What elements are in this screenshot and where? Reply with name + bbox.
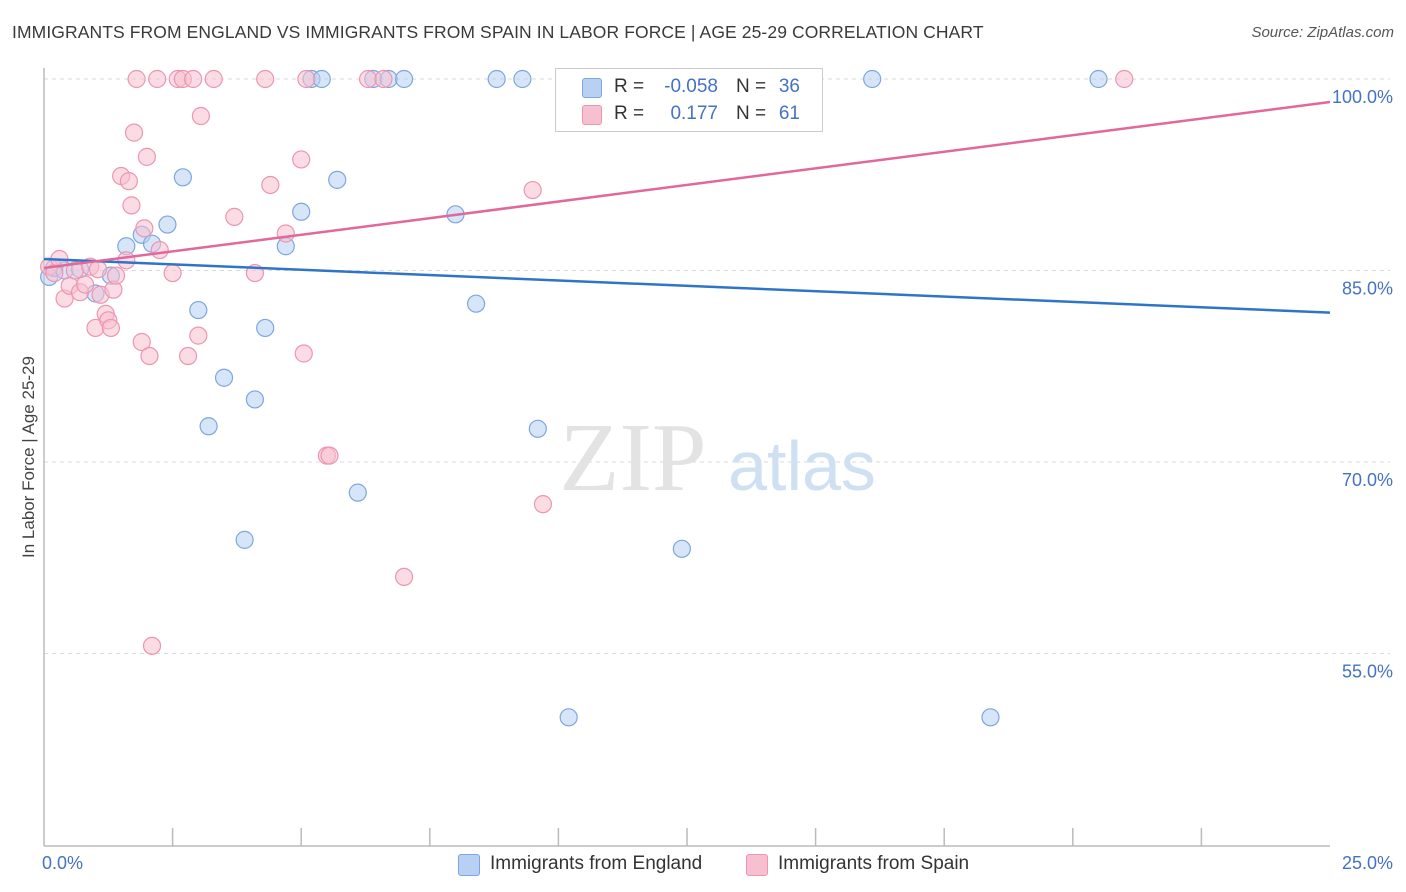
watermark-atlas: atlas bbox=[728, 427, 876, 505]
england-point bbox=[863, 69, 882, 89]
england-point bbox=[559, 708, 578, 727]
england-point bbox=[292, 202, 311, 221]
y-tick-label: 70.0% bbox=[1342, 470, 1393, 490]
spain-point bbox=[163, 263, 182, 283]
y-tick-label: 85.0% bbox=[1342, 279, 1393, 299]
y-tick-label: 55.0% bbox=[1342, 662, 1393, 682]
england-legend-label: Immigrants from England bbox=[490, 853, 703, 874]
england-point bbox=[672, 539, 691, 558]
spain-point bbox=[127, 69, 146, 89]
england-point bbox=[348, 483, 367, 502]
england-point bbox=[1089, 69, 1108, 89]
spain-r-value: 0.177 bbox=[670, 103, 718, 124]
spain-point bbox=[137, 147, 156, 166]
spain-point bbox=[204, 69, 223, 89]
england-point bbox=[235, 530, 254, 549]
spain-point bbox=[101, 318, 120, 338]
spain-point bbox=[292, 150, 311, 169]
spain-point bbox=[184, 69, 203, 89]
spain-point bbox=[148, 69, 167, 89]
series-legend: Immigrants from England Immigrants from … bbox=[0, 852, 1406, 878]
england-n-label: N = bbox=[736, 76, 767, 97]
england-point bbox=[394, 69, 414, 89]
england-r-value: -0.058 bbox=[664, 76, 718, 97]
spain-point bbox=[178, 346, 198, 366]
spain-point bbox=[394, 567, 414, 587]
watermark: ZIP atlas bbox=[560, 404, 876, 512]
spain-legend-label: Immigrants from Spain bbox=[778, 853, 970, 874]
england-n-value: 36 bbox=[778, 76, 800, 97]
spain-point bbox=[1115, 69, 1134, 89]
spain-point bbox=[117, 251, 136, 270]
england-point bbox=[487, 69, 506, 89]
spain-point bbox=[191, 106, 210, 126]
spain-point bbox=[523, 180, 542, 200]
england-point bbox=[214, 368, 234, 387]
spain-r-label: R = bbox=[614, 103, 645, 124]
spain-trend-line bbox=[43, 100, 1331, 270]
x-tick-label: 25.0% bbox=[1342, 853, 1393, 873]
england-trend-line bbox=[43, 257, 1331, 314]
spain-point bbox=[88, 260, 108, 279]
england-point bbox=[256, 318, 275, 338]
axis-layer bbox=[43, 68, 1330, 847]
spain-point bbox=[119, 172, 138, 191]
stats-row-england: R = -0.058 N = 36 bbox=[556, 74, 822, 100]
spain-point bbox=[320, 446, 339, 465]
spain-point bbox=[374, 69, 393, 89]
source-credit: Source: ZipAtlas.com bbox=[1251, 24, 1394, 41]
spain-point bbox=[76, 275, 95, 294]
england-point bbox=[466, 294, 486, 313]
england-point bbox=[173, 168, 192, 187]
spain-point bbox=[261, 175, 280, 195]
spain-legend-icon bbox=[746, 854, 768, 876]
stats-legend: R = -0.058 N = 36 R = 0.177 N = 61 bbox=[555, 68, 823, 132]
y-tick-label: 100.0% bbox=[1332, 87, 1393, 107]
england-point bbox=[981, 708, 1000, 727]
spain-point bbox=[150, 240, 169, 260]
england-swatch-icon bbox=[582, 78, 602, 98]
stats-row-spain: R = 0.177 N = 61 bbox=[556, 101, 822, 127]
spain-point bbox=[132, 332, 151, 352]
spain-point bbox=[189, 326, 208, 345]
england-point bbox=[312, 69, 331, 89]
england-legend-icon bbox=[458, 854, 480, 876]
watermark-zip: ZIP bbox=[560, 404, 707, 512]
england-point bbox=[158, 215, 177, 234]
spain-point bbox=[276, 224, 295, 243]
england-point bbox=[189, 300, 208, 320]
spain-point bbox=[124, 123, 144, 142]
england-point bbox=[199, 417, 218, 436]
spain-point bbox=[256, 69, 275, 89]
england-point bbox=[328, 170, 347, 189]
spain-point bbox=[294, 344, 313, 363]
england-r-label: R = bbox=[614, 76, 645, 97]
y-axis-title: In Labor Force | Age 25-29 bbox=[19, 356, 38, 558]
spain-n-value: 61 bbox=[778, 103, 800, 124]
x-tick-label: 0.0% bbox=[42, 853, 83, 873]
spain-point bbox=[122, 196, 141, 215]
spain-point bbox=[135, 219, 154, 238]
points-layer bbox=[40, 69, 1134, 727]
spain-swatch-icon bbox=[582, 105, 602, 125]
grid-layer bbox=[44, 78, 1390, 654]
spain-point bbox=[106, 266, 126, 285]
spain-point bbox=[533, 495, 553, 514]
spain-point bbox=[140, 346, 159, 366]
label-layer: 100.0% 85.0% 70.0% 55.0% 0.0% 25.0% In Labor F… bbox=[19, 87, 1393, 873]
spain-point bbox=[225, 207, 244, 226]
spain-point bbox=[297, 69, 316, 89]
england-point bbox=[245, 390, 265, 409]
chart-title: IMMIGRANTS FROM ENGLAND VS IMMIGRANTS FR… bbox=[12, 22, 984, 42]
spain-point bbox=[358, 69, 378, 89]
spain-n-label: N = bbox=[736, 103, 767, 124]
england-point bbox=[528, 419, 547, 438]
spain-point bbox=[142, 636, 162, 655]
trend-layer bbox=[43, 100, 1331, 314]
england-point bbox=[513, 69, 532, 89]
